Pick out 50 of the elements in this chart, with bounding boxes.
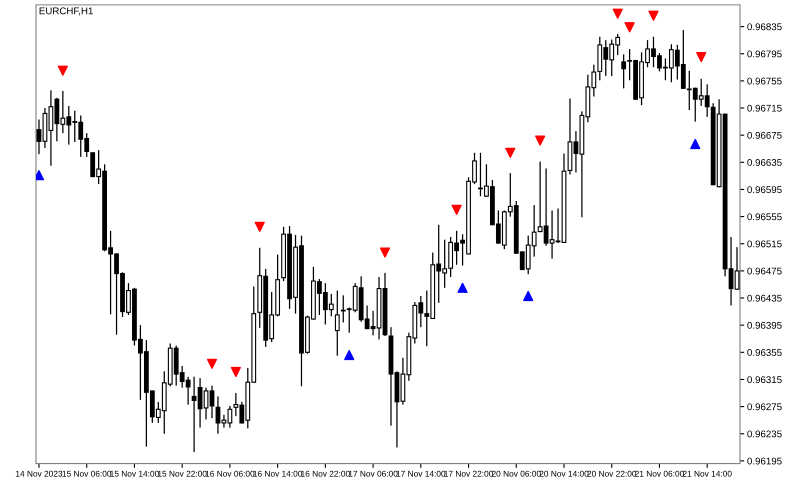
- y-tick-label: 0.96715: [747, 104, 782, 112]
- candlestick: [334, 290, 340, 356]
- y-tick-label: 0.96755: [747, 78, 782, 84]
- point: [535, 136, 546, 146]
- x-tick-label: 20 Nov 14:00: [540, 470, 588, 477]
- y-tick-label: 0.96435: [747, 294, 782, 302]
- x-tick-label: 17 Nov 06:00: [348, 470, 398, 477]
- x-tick-label: 21 Nov 06:00: [635, 470, 684, 477]
- y-tick-label: 0.96315: [747, 376, 782, 384]
- y-tick-label: 0.96675: [747, 132, 782, 139]
- x-tick-label: 15 Nov 14:00: [110, 470, 159, 477]
- x-tick-label: 16 Nov 06:00: [206, 470, 254, 477]
- y-tick-label: 0.96395: [747, 322, 782, 329]
- y-tick-label: 0.96795: [747, 50, 782, 58]
- x-tick-label: 17 Nov 22:00: [444, 470, 494, 477]
- point: [254, 222, 265, 232]
- point: [230, 366, 241, 378]
- y-tick-label: 0.96835: [747, 23, 782, 30]
- point: [690, 138, 700, 150]
- y-tick-label: 0.96355: [747, 349, 782, 356]
- x-tick-label: 16 Nov 22:00: [301, 470, 350, 477]
- x-tick-label: 20 Nov 06:00: [492, 470, 541, 477]
- x-tick-label: 15 Nov 22:00: [158, 470, 207, 477]
- y-tick-label: 0.96195: [747, 458, 782, 465]
- point: [380, 247, 390, 258]
- point: [58, 66, 68, 76]
- y-tick-label: 0.96635: [747, 159, 782, 166]
- point: [696, 52, 706, 62]
- point: [457, 282, 468, 293]
- point: [206, 358, 218, 369]
- y-tick-label: 0.96595: [747, 186, 782, 194]
- x-tick-label: 14 Nov 2023: [16, 470, 62, 477]
- x-tick-label: 20 Nov 22:00: [587, 470, 636, 477]
- y-tick-label: 0.96475: [747, 268, 782, 274]
- point: [344, 350, 354, 360]
- point: [523, 290, 534, 302]
- point: [612, 8, 623, 19]
- point: [624, 22, 635, 32]
- point: [452, 204, 462, 215]
- x-tick-label: 17 Nov 14:00: [396, 470, 446, 477]
- y-tick-label: 0.96235: [747, 430, 782, 438]
- y-tick-label: 0.96515: [747, 240, 782, 248]
- point: [505, 148, 516, 158]
- y-tick-label: 0.96555: [747, 213, 782, 220]
- point: [648, 10, 659, 21]
- chart-title: EURCHF,H1: [40, 7, 93, 16]
- x-tick-label: 16 Nov 14:00: [253, 470, 302, 477]
- x-tick-label: 15 Nov 06:00: [62, 470, 112, 477]
- x-tick-label: 21 Nov 14:00: [682, 470, 732, 477]
- y-tick-label: 0.96275: [747, 403, 782, 410]
